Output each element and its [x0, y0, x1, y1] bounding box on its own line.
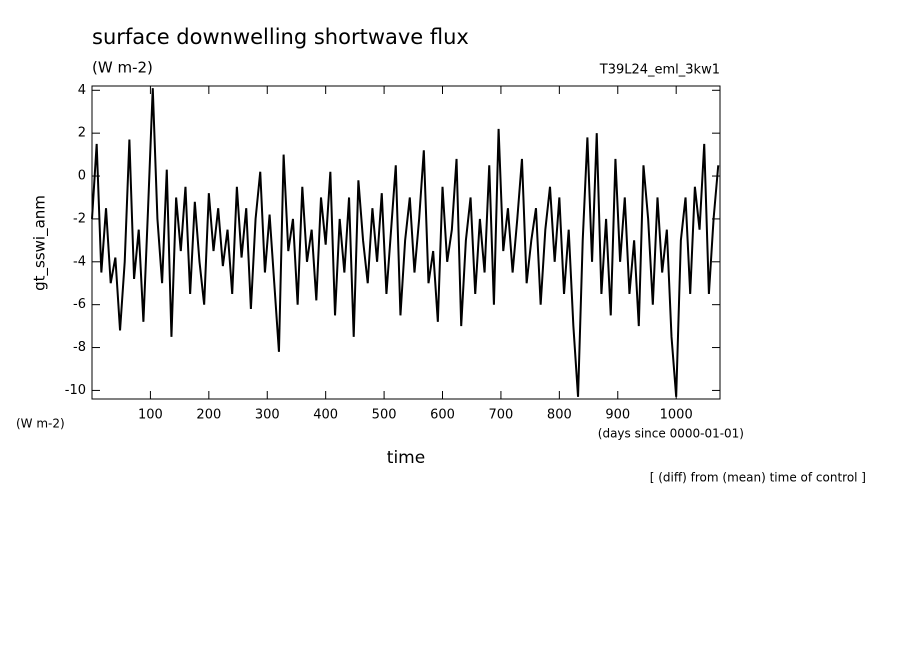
- x-units: (days since 0000-01-01): [598, 427, 744, 441]
- x-tick-label: 200: [196, 408, 221, 423]
- y-axis-label: gt_sswi_anm: [31, 195, 50, 291]
- y-tick-label: 0: [78, 169, 86, 184]
- data-line: [91, 88, 720, 397]
- y-tick-label: -2: [73, 211, 86, 226]
- units-left: (W m-2): [16, 417, 65, 431]
- x-tick-label: 900: [605, 408, 630, 423]
- y-tick-label: -6: [73, 297, 86, 312]
- chart-title: surface downwelling shortwave flux: [92, 25, 469, 49]
- x-axis-label: time: [387, 448, 425, 468]
- units-top: (W m-2): [92, 59, 153, 77]
- y-tick-label: -8: [73, 340, 86, 355]
- x-tick-label: 700: [489, 408, 514, 423]
- x-tick-label: 600: [430, 408, 455, 423]
- note: [ (diff) from (mean) time of control ]: [650, 471, 866, 485]
- y-tick-label: 4: [78, 83, 86, 98]
- x-tick-label: 300: [255, 408, 280, 423]
- x-tick-label: 1000: [660, 408, 693, 423]
- y-tick-label: -4: [73, 254, 86, 269]
- y-tick-label: 2: [78, 126, 86, 141]
- x-tick-label: 500: [372, 408, 397, 423]
- plot-frame: [91, 85, 721, 400]
- y-tick-label: -10: [65, 383, 86, 398]
- x-tick-label: 400: [313, 408, 338, 423]
- x-tick-label: 100: [138, 408, 163, 423]
- run-label: T39L24_eml_3kw1: [599, 63, 720, 78]
- x-tick-label: 800: [547, 408, 572, 423]
